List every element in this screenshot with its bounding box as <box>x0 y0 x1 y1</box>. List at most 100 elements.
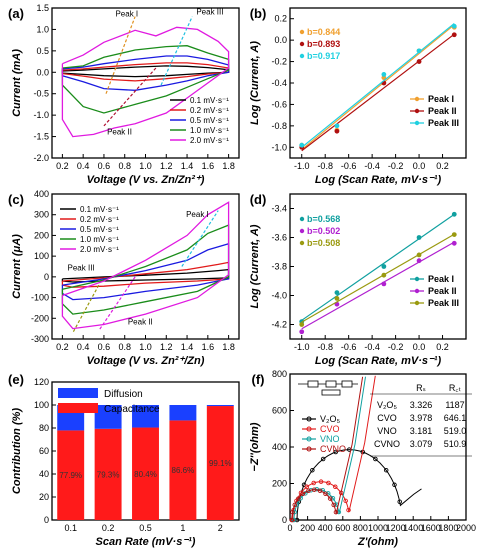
data-point <box>326 480 331 486</box>
data-point <box>306 488 311 493</box>
legend-entry: CVO <box>320 424 340 434</box>
y-tick-label: -3.6 <box>271 233 287 243</box>
panel-tag: (d) <box>250 192 267 207</box>
x-tick-label: 1.6 <box>202 342 215 352</box>
cv-curve <box>61 201 230 330</box>
data-point <box>381 281 387 287</box>
peak-i-guide <box>181 210 219 267</box>
legend-marker <box>306 436 312 442</box>
data-point <box>330 495 336 501</box>
x-tick-label: 0.2 <box>56 342 69 352</box>
y-tick-label: 800 <box>272 369 287 379</box>
bar-diffusion <box>94 405 122 429</box>
data-point <box>294 517 300 523</box>
legend-entry: CVNO <box>320 444 346 454</box>
data-point <box>381 72 387 77</box>
data-point <box>416 252 422 258</box>
data-point <box>290 509 295 515</box>
data-point <box>397 499 402 505</box>
y-tick-label: 20 <box>39 492 49 502</box>
legend-marker <box>414 120 420 126</box>
y-tick-label: 100 <box>34 400 49 410</box>
legend-marker <box>414 300 420 306</box>
x-tick-label: -0.2 <box>388 342 404 352</box>
circuit-cpe <box>321 389 341 396</box>
data-point <box>327 496 333 501</box>
table-cell: 646.1 <box>444 413 467 423</box>
fit-line <box>301 241 455 330</box>
bar-capacitance <box>169 420 197 520</box>
y-tick-label: 0 <box>44 272 49 282</box>
legend-swatch <box>58 403 98 413</box>
data-point <box>300 491 306 497</box>
legend-entry: 0.1 mV·s⁻¹ <box>190 96 229 105</box>
data-point <box>289 517 295 523</box>
x-tick-label: 200 <box>300 523 315 533</box>
bar-capacitance <box>94 428 122 520</box>
y-tick-label: -0.8 <box>271 121 287 131</box>
data-point <box>310 467 315 473</box>
data-point <box>334 123 340 129</box>
data-point <box>451 240 457 246</box>
y-tick-label: 0.2 <box>274 14 287 24</box>
data-point <box>392 482 397 488</box>
panel-4: (e) 0 20 40 60 80 100 120 Scan Rate (mV·s⁻¹) Cont… <box>8 372 240 548</box>
data-point <box>381 264 387 269</box>
y-tick-label: 40 <box>39 469 49 479</box>
peak-iii-guide <box>72 284 100 334</box>
fit-line <box>301 33 455 152</box>
x-tick-label: -0.4 <box>364 342 380 352</box>
legend-entry: Peak I <box>428 274 454 284</box>
panel-tag: (a) <box>8 6 24 21</box>
data-point <box>299 142 305 148</box>
x-tick-label: -0.6 <box>341 342 357 352</box>
data-point <box>311 487 317 492</box>
cv-curve <box>61 26 230 138</box>
data-point <box>451 32 457 38</box>
y-tick-label: -1.5 <box>33 132 49 142</box>
annotation: Peak III <box>196 7 223 16</box>
legend-entry: VNO <box>320 434 340 444</box>
annotation: Peak I <box>115 10 138 19</box>
table-header: R꜀ₜ <box>449 383 462 393</box>
x-tick-label: 0.2 <box>436 342 449 352</box>
y-tick-label: 100 <box>34 251 49 261</box>
data-point <box>301 482 307 488</box>
y-tick-label: -1.0 <box>33 110 49 120</box>
x-tick-label: 0.1 <box>64 523 77 533</box>
data-label: 77.9% <box>59 471 82 480</box>
x-tick-label: 1000 <box>368 523 388 533</box>
y-tick-label: -300 <box>31 334 49 344</box>
fit-label: b=0.893 <box>307 39 340 49</box>
x-tick-label: 0.5 <box>139 523 152 533</box>
circuit-resistor <box>325 380 337 388</box>
y-tick-label: -4.2 <box>271 320 287 330</box>
x-tick-label: 2 <box>218 523 223 533</box>
data-point <box>304 484 310 490</box>
table-cell: 1187 <box>445 400 464 410</box>
y-tick-label: -3.4 <box>271 204 287 214</box>
cv-curve <box>61 242 230 301</box>
bar-diffusion <box>169 405 197 421</box>
x-tick-label: 1600 <box>421 523 441 533</box>
y-tick-label: -100 <box>31 293 49 303</box>
x-tick-label: 0.8 <box>118 161 131 171</box>
bar-capacitance <box>206 406 234 520</box>
bar-capacitance <box>57 430 85 520</box>
y-tick-label: 400 <box>34 189 49 199</box>
y-tick-label: -0.6 <box>271 99 287 109</box>
x-tick-label: 400 <box>318 523 333 533</box>
legend-entry: 0.5 mV·s⁻¹ <box>190 116 229 125</box>
y-tick-label: 600 <box>272 406 287 416</box>
annotation: Peak II <box>107 127 132 136</box>
x-tick-label: 1.2 <box>160 161 173 171</box>
x-tick-label: 1.8 <box>222 342 235 352</box>
table-header: Rₛ <box>416 383 426 393</box>
fit-line <box>301 233 455 323</box>
data-point <box>317 488 323 493</box>
x-tick-label: 1.8 <box>222 161 235 171</box>
x-axis-label: Voltage (V vs. Zn/Zn²⁺) <box>87 174 205 186</box>
y-axis-label: Log (Current, A) <box>249 224 261 308</box>
y-axis-label: −Z''(ohm) <box>249 422 261 471</box>
